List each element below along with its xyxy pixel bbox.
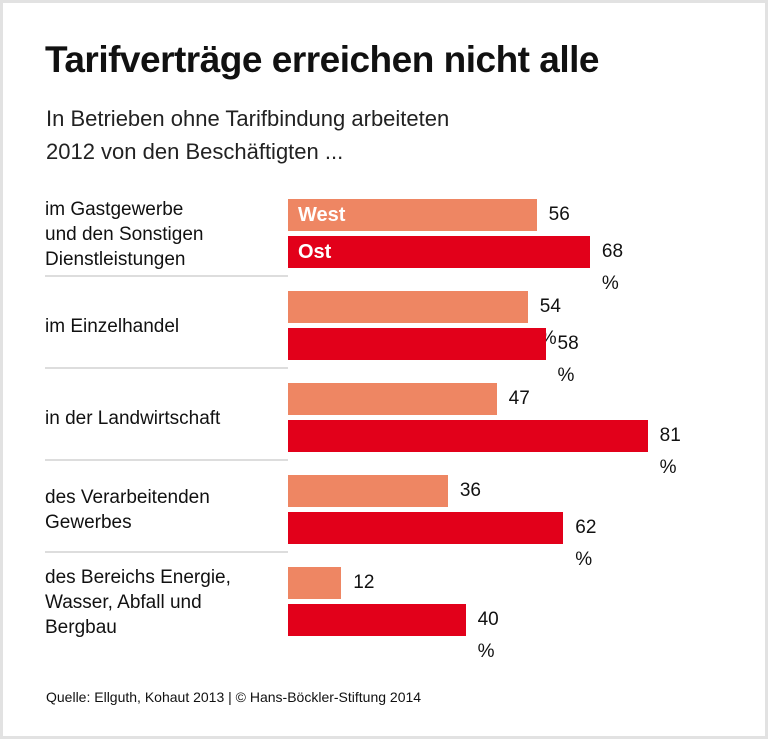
chart-title: Tarifverträge erreichen nicht alle bbox=[45, 39, 600, 80]
bar-ost bbox=[288, 420, 648, 452]
bar-west bbox=[288, 475, 448, 507]
category-label: des Verarbeitenden Gewerbes bbox=[45, 487, 210, 533]
category-label: in der Landwirtschaft bbox=[45, 407, 221, 429]
bar-west bbox=[288, 567, 342, 599]
bar-ost: Ost bbox=[288, 236, 590, 268]
value-label: 62 % bbox=[575, 517, 601, 570]
bar-ost bbox=[288, 328, 546, 360]
bar-west bbox=[288, 291, 528, 323]
bar-west: West bbox=[288, 199, 537, 231]
value-label: 81 % bbox=[659, 425, 685, 478]
group-separator bbox=[45, 551, 288, 553]
legend-ost: Ost bbox=[298, 241, 332, 263]
bar-west bbox=[288, 383, 497, 415]
subtitle-line-1: In Betrieben ohne Tarifbindung arbeitete… bbox=[46, 106, 450, 131]
category-label: im Gastgewerbe und den Sonstigen Dienstl… bbox=[45, 198, 204, 270]
group-separator bbox=[45, 367, 288, 369]
category-label: im Einzelhandel bbox=[45, 315, 180, 337]
value-label: 40 % bbox=[477, 609, 503, 662]
legend-west: West bbox=[298, 204, 346, 226]
bar-ost bbox=[288, 604, 466, 636]
bar-ost bbox=[288, 512, 564, 544]
subtitle-line-2: 2012 von den Beschäftigten ... bbox=[46, 139, 344, 164]
source-note: Quelle: Ellguth, Kohaut 2013 | © Hans-Bö… bbox=[46, 689, 422, 705]
group-separator bbox=[45, 275, 288, 277]
value-label: 68 % bbox=[601, 241, 627, 294]
value-label: 58 % bbox=[557, 333, 583, 386]
group-separator bbox=[45, 459, 288, 461]
category-label: des Bereichs Energie, Wasser, Abfall und… bbox=[45, 566, 231, 638]
